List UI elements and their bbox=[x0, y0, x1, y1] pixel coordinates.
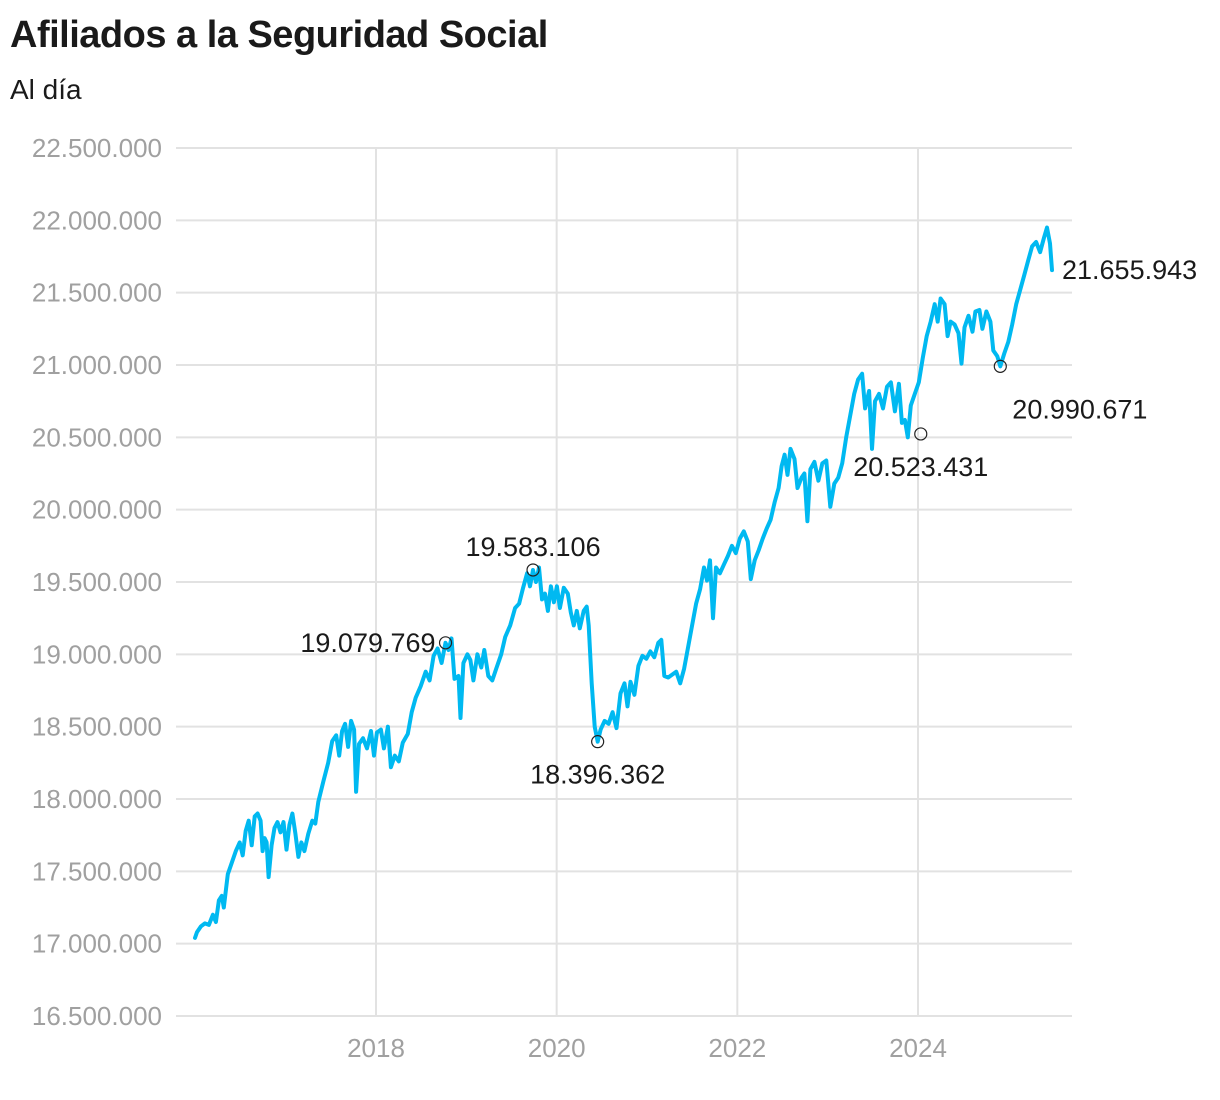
x-tick-label: 2020 bbox=[528, 1033, 586, 1063]
annotations: 19.079.769 19.583.106 18.396.362 20.523.431… bbox=[300, 255, 1197, 790]
y-tick-label: 18.500.000 bbox=[32, 712, 162, 742]
annotation-label: 19.583.106 bbox=[465, 532, 600, 562]
y-gridlines bbox=[176, 147, 1072, 1017]
y-tick-label: 20.000.000 bbox=[32, 495, 162, 525]
series-group bbox=[193, 225, 1054, 940]
x-tick-label: 2018 bbox=[347, 1033, 405, 1063]
y-tick-label: 21.000.000 bbox=[32, 350, 162, 380]
annotation-marker bbox=[993, 359, 1007, 373]
annotation-label: 19.079.769 bbox=[300, 628, 435, 658]
annotation-marker bbox=[591, 735, 605, 749]
annotation-label: 18.396.362 bbox=[530, 760, 665, 790]
y-axis-ticks: 22.500.000 22.000.000 21.500.000 21.000.000… bbox=[32, 133, 162, 1031]
x-tick-label: 2022 bbox=[708, 1033, 766, 1063]
y-tick-label: 17.500.000 bbox=[32, 856, 162, 886]
y-tick-label: 17.000.000 bbox=[32, 929, 162, 959]
annotation-marker bbox=[438, 636, 453, 650]
series-line bbox=[193, 225, 1054, 940]
y-tick-label: 19.500.000 bbox=[32, 567, 162, 597]
y-tick-label: 22.000.000 bbox=[32, 205, 162, 235]
x-tick-label: 2024 bbox=[889, 1033, 947, 1063]
y-tick-label: 19.000.000 bbox=[32, 639, 162, 669]
y-tick-label: 16.500.000 bbox=[32, 1001, 162, 1031]
y-tick-label: 22.500.000 bbox=[32, 133, 162, 163]
chart-subtitle: Al día bbox=[10, 74, 82, 105]
annotation-label: 21.655.943 bbox=[1062, 255, 1197, 285]
annotation-label: 20.523.431 bbox=[853, 452, 988, 482]
x-axis-ticks: 2018 2020 2022 2024 bbox=[347, 1033, 947, 1063]
x-gridlines bbox=[375, 148, 919, 1016]
y-tick-label: 21.500.000 bbox=[32, 278, 162, 308]
y-tick-label: 18.000.000 bbox=[32, 784, 162, 814]
chart-title: Afiliados a la Seguridad Social bbox=[10, 14, 548, 56]
annotation-marker bbox=[526, 563, 540, 577]
annotation-label: 20.990.671 bbox=[1012, 394, 1147, 424]
y-tick-label: 20.500.000 bbox=[32, 422, 162, 452]
annotation-marker bbox=[914, 427, 928, 441]
